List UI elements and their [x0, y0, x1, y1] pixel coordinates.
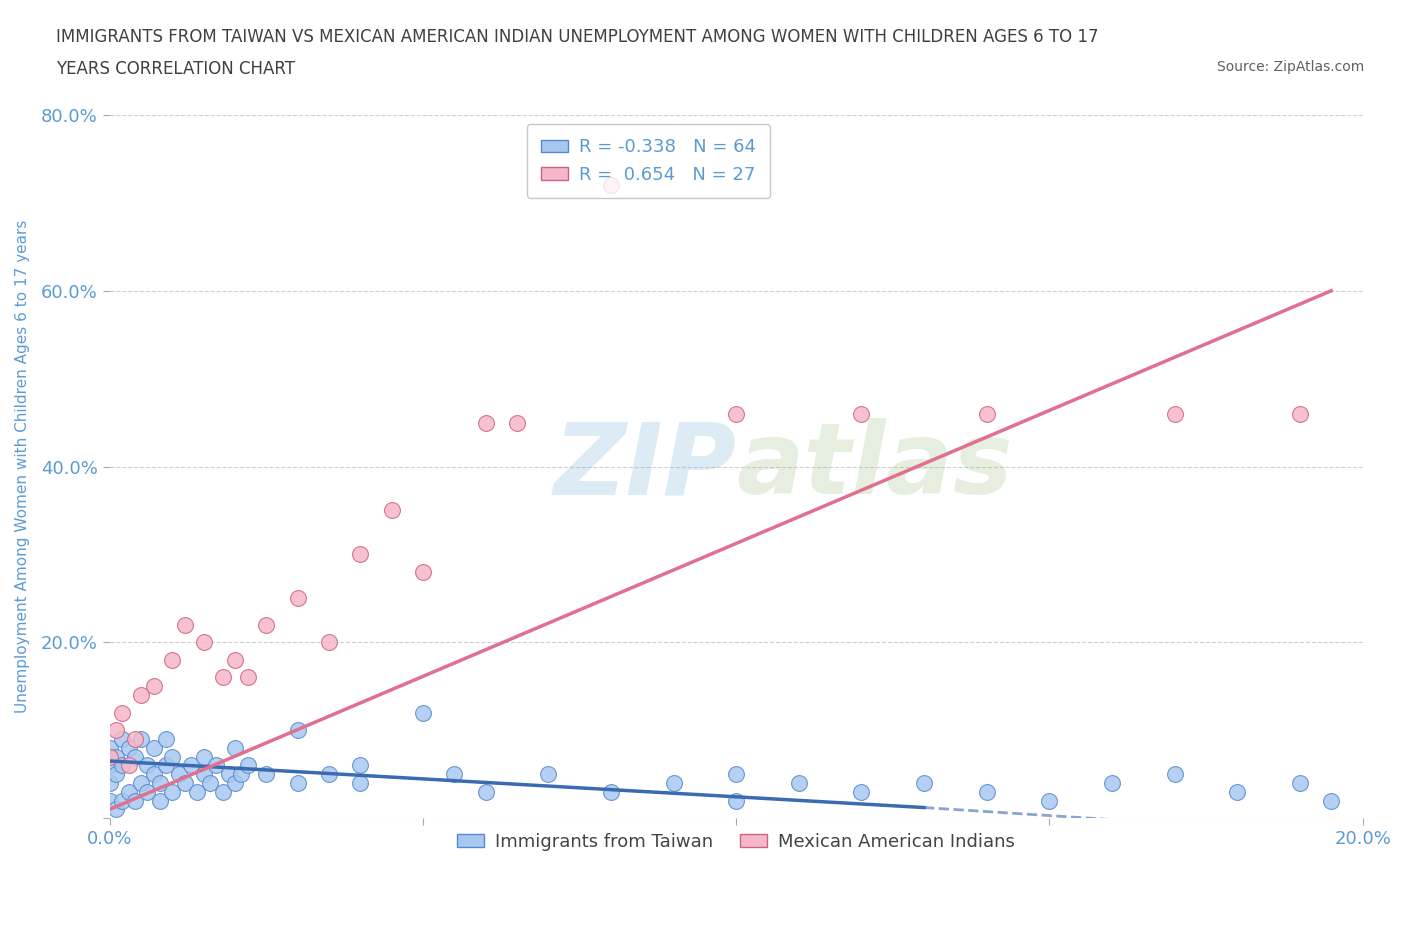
Point	[599, 784, 621, 799]
Point	[149, 793, 172, 808]
Point	[976, 406, 998, 421]
Point	[236, 758, 259, 773]
Point	[129, 732, 152, 747]
Point	[98, 793, 121, 808]
Point	[976, 784, 998, 799]
Point	[193, 635, 215, 650]
Text: atlas: atlas	[737, 418, 1012, 515]
Point	[98, 740, 121, 755]
Point	[129, 776, 152, 790]
Point	[254, 618, 277, 632]
Text: ZIP: ZIP	[553, 418, 737, 515]
Point	[443, 766, 465, 781]
Legend: Immigrants from Taiwan, Mexican American Indians: Immigrants from Taiwan, Mexican American…	[450, 826, 1022, 858]
Point	[1226, 784, 1249, 799]
Text: IMMIGRANTS FROM TAIWAN VS MEXICAN AMERICAN INDIAN UNEMPLOYMENT AMONG WOMEN WITH : IMMIGRANTS FROM TAIWAN VS MEXICAN AMERIC…	[56, 28, 1098, 46]
Text: YEARS CORRELATION CHART: YEARS CORRELATION CHART	[56, 60, 295, 78]
Point	[1289, 406, 1312, 421]
Point	[167, 766, 190, 781]
Point	[111, 793, 134, 808]
Point	[98, 758, 121, 773]
Point	[1101, 776, 1123, 790]
Text: Source: ZipAtlas.com: Source: ZipAtlas.com	[1216, 60, 1364, 74]
Point	[412, 565, 434, 579]
Point	[124, 732, 146, 747]
Point	[142, 740, 165, 755]
Point	[254, 766, 277, 781]
Point	[198, 776, 221, 790]
Point	[349, 758, 371, 773]
Point	[851, 784, 873, 799]
Point	[349, 776, 371, 790]
Point	[174, 776, 197, 790]
Point	[162, 784, 184, 799]
Point	[105, 750, 128, 764]
Point	[412, 705, 434, 720]
Point	[193, 750, 215, 764]
Point	[124, 750, 146, 764]
Point	[725, 406, 748, 421]
Point	[236, 670, 259, 684]
Point	[725, 793, 748, 808]
Point	[599, 178, 621, 193]
Point	[186, 784, 208, 799]
Point	[136, 758, 159, 773]
Point	[98, 776, 121, 790]
Point	[287, 591, 309, 605]
Point	[142, 766, 165, 781]
Point	[224, 653, 246, 668]
Point	[105, 802, 128, 817]
Point	[149, 776, 172, 790]
Point	[211, 784, 233, 799]
Point	[725, 766, 748, 781]
Point	[117, 784, 139, 799]
Point	[117, 740, 139, 755]
Point	[162, 750, 184, 764]
Point	[205, 758, 228, 773]
Point	[287, 723, 309, 737]
Point	[124, 793, 146, 808]
Point	[231, 766, 253, 781]
Point	[318, 766, 340, 781]
Point	[155, 732, 177, 747]
Point	[111, 732, 134, 747]
Point	[174, 618, 197, 632]
Point	[98, 750, 121, 764]
Point	[136, 784, 159, 799]
Y-axis label: Unemployment Among Women with Children Ages 6 to 17 years: Unemployment Among Women with Children A…	[15, 219, 30, 713]
Point	[474, 415, 496, 430]
Point	[129, 687, 152, 702]
Point	[1163, 766, 1185, 781]
Point	[117, 758, 139, 773]
Point	[851, 406, 873, 421]
Point	[193, 766, 215, 781]
Point	[474, 784, 496, 799]
Point	[1289, 776, 1312, 790]
Point	[662, 776, 685, 790]
Point	[1320, 793, 1343, 808]
Point	[787, 776, 810, 790]
Point	[318, 635, 340, 650]
Point	[105, 723, 128, 737]
Point	[506, 415, 529, 430]
Point	[381, 503, 404, 518]
Point	[1163, 406, 1185, 421]
Point	[142, 679, 165, 694]
Point	[162, 653, 184, 668]
Point	[180, 758, 202, 773]
Point	[105, 766, 128, 781]
Point	[1038, 793, 1060, 808]
Point	[224, 740, 246, 755]
Point	[111, 705, 134, 720]
Point	[537, 766, 560, 781]
Point	[111, 758, 134, 773]
Point	[349, 547, 371, 562]
Point	[224, 776, 246, 790]
Point	[912, 776, 935, 790]
Point	[155, 758, 177, 773]
Point	[287, 776, 309, 790]
Point	[211, 670, 233, 684]
Point	[218, 766, 240, 781]
